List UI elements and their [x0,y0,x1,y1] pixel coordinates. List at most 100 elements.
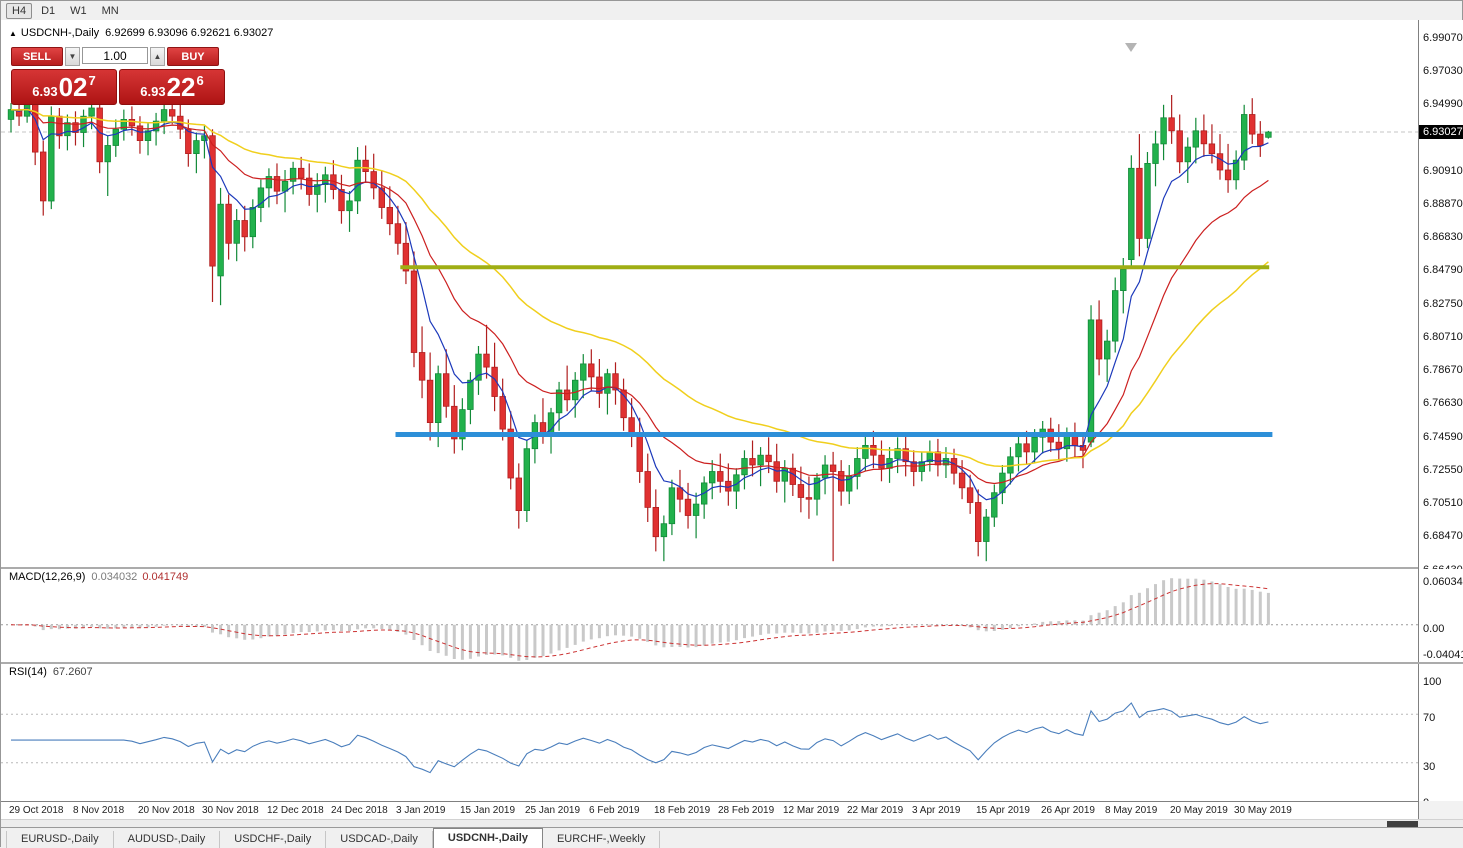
tab-usdcad-daily[interactable]: USDCAD-,Daily [326,831,433,848]
macd-indicator-panel[interactable] [1,569,1418,662]
rsi-indicator-label: RSI(14) 67.2607 [9,666,93,678]
panel-divider-rsi[interactable] [1,662,1463,664]
price-axis-label: 6.88870 [1423,198,1463,210]
chart-shift-marker [1125,43,1137,52]
date-label: 24 Dec 2018 [331,805,388,816]
price-axis-label: 6.97030 [1423,65,1463,77]
chart-symbol-period: USDCNH-,Daily [20,27,100,39]
chart-title: ▲ USDCNH-,Daily 6.92699 6.93096 6.92621 6.… [9,27,273,39]
rsi-axis[interactable]: 10070300 [1418,664,1463,809]
sell-button[interactable]: SELL [11,47,63,66]
date-label: 26 Apr 2019 [1041,805,1095,816]
price-axis-label: 6.86830 [1423,231,1463,243]
date-label: 18 Feb 2019 [654,805,711,816]
volume-increase-button[interactable]: ▲ [150,47,165,66]
date-label: 12 Mar 2019 [783,805,840,816]
date-label: 6 Feb 2019 [589,805,640,816]
date-label: 3 Jan 2019 [396,805,446,816]
moving-average-40-line [10,108,1269,468]
chart-tabs-bar: EURUSD-,Daily AUDUSD-,Daily USDCHF-,Dail… [1,827,1463,848]
date-label: 8 Nov 2018 [73,805,125,816]
ask-price-big-digits: 22 [166,72,196,102]
date-label: 30 Nov 2018 [202,805,259,816]
price-axis-label: 6.72550 [1423,464,1463,476]
rsi-value: 67.2607 [52,666,93,678]
price-axis-label: 6.94990 [1423,98,1463,110]
macd-axis-label: 0.00 [1423,623,1445,635]
date-label: 3 Apr 2019 [912,805,961,816]
date-label: 8 May 2019 [1105,805,1158,816]
price-axis-label: 6.74590 [1423,431,1463,443]
moving-average-18-line [10,108,1269,485]
chart-symbol-icon: ▲ [9,29,17,38]
tab-eurchf-weekly[interactable]: EURCHF-,Weekly [543,831,661,848]
candlestick-price-chart[interactable] [1,20,1418,568]
ask-price-display[interactable]: 6.93 22 6 [119,69,225,105]
timeframe-mn-button[interactable]: MN [96,3,125,19]
macd-histogram [17,578,1270,661]
bid-price-prefix: 6.93 [32,83,58,99]
price-axis-label: 6.70510 [1423,497,1463,509]
macd-signal-line [10,583,1269,658]
rsi-axis-label: 70 [1423,712,1436,724]
moving-average-7-line [10,107,1269,501]
ask-price-prefix: 6.93 [140,83,166,99]
horizontal-scrollbar[interactable] [1,819,1463,827]
date-label: 15 Jan 2019 [460,805,516,816]
date-label: 30 May 2019 [1234,805,1292,816]
date-label: 22 Mar 2019 [847,805,904,816]
panel-divider-macd[interactable] [1,567,1463,569]
scrollbar-thumb[interactable] [1387,821,1418,827]
rsi-name: RSI(14) [9,666,47,678]
ask-price-pip-digit: 6 [196,73,204,88]
candles-group [7,91,1272,562]
date-label: 29 Oct 2018 [9,805,64,816]
macd-axis-label: -0.0404148 [1423,649,1463,661]
macd-axis-label: 0.0603420 [1423,576,1463,588]
price-axis-label: 6.84790 [1423,264,1463,276]
current-price-tag: 6.93027 [1419,125,1463,139]
buy-button[interactable]: BUY [167,47,219,66]
date-label: 12 Dec 2018 [267,805,324,816]
macd-name: MACD(12,26,9) [9,571,86,583]
price-axis-label: 6.82750 [1423,298,1463,310]
volume-input[interactable] [82,47,148,64]
rsi-line [11,702,1269,774]
macd-indicator-label: MACD(12,26,9) 0.034032 0.041749 [9,571,188,583]
price-axis-label: 6.80710 [1423,331,1463,343]
price-axis-label: 6.76630 [1423,397,1463,409]
tab-usdcnh-daily[interactable]: USDCNH-,Daily [432,828,543,848]
price-axis-label: 6.68470 [1423,530,1463,542]
macd-axis[interactable]: 0.0603420 0.00 -0.0404148 [1418,569,1463,662]
price-axis[interactable]: 6.93027 6.99070 6.97030 6.94990 6.90910 6.88… [1418,20,1463,576]
date-label: 15 Apr 2019 [976,805,1030,816]
price-axis-label: 6.90910 [1423,165,1463,177]
bid-price-display[interactable]: 6.93 02 7 [11,69,117,105]
chevron-down-icon: ▼ [68,51,77,61]
bid-price-big-digits: 02 [58,72,88,102]
macd-main-value: 0.034032 [91,571,138,583]
bid-price-pip-digit: 7 [88,73,96,88]
chart-area: 6.93027 6.99070 6.97030 6.94990 6.90910 6.88… [1,20,1463,827]
price-axis-label: 6.99070 [1423,32,1463,44]
tab-usdchf-daily[interactable]: USDCHF-,Daily [220,831,327,848]
timeframe-d1-button[interactable]: D1 [35,3,61,19]
price-axis-label: 6.78670 [1423,364,1463,376]
bid-ask-row: 6.93 02 7 6.93 22 6 [11,69,229,105]
macd-signal-value: 0.041749 [142,571,189,583]
tab-audusd-daily[interactable]: AUDUSD-,Daily [114,831,221,848]
rsi-indicator-panel[interactable] [1,664,1418,801]
timeframe-w1-button[interactable]: W1 [64,3,93,19]
date-label: 20 Nov 2018 [138,805,195,816]
rsi-axis-label: 30 [1423,761,1436,773]
order-buttons-row: SELL ▼ ▲ BUY [11,47,229,66]
timeframe-h4-button[interactable]: H4 [6,2,33,19]
date-label: 20 May 2019 [1170,805,1228,816]
chart-ohlc-values: 6.92699 6.93096 6.92621 6.93027 [105,27,274,39]
volume-decrease-button[interactable]: ▼ [65,47,80,66]
date-axis[interactable]: 29 Oct 2018 8 Nov 2018 20 Nov 2018 30 Nov 2… [1,801,1418,820]
date-label: 25 Jan 2019 [525,805,581,816]
date-label: 28 Feb 2019 [718,805,775,816]
tab-eurusd-daily[interactable]: EURUSD-,Daily [6,831,114,848]
rsi-axis-label: 100 [1423,676,1442,688]
